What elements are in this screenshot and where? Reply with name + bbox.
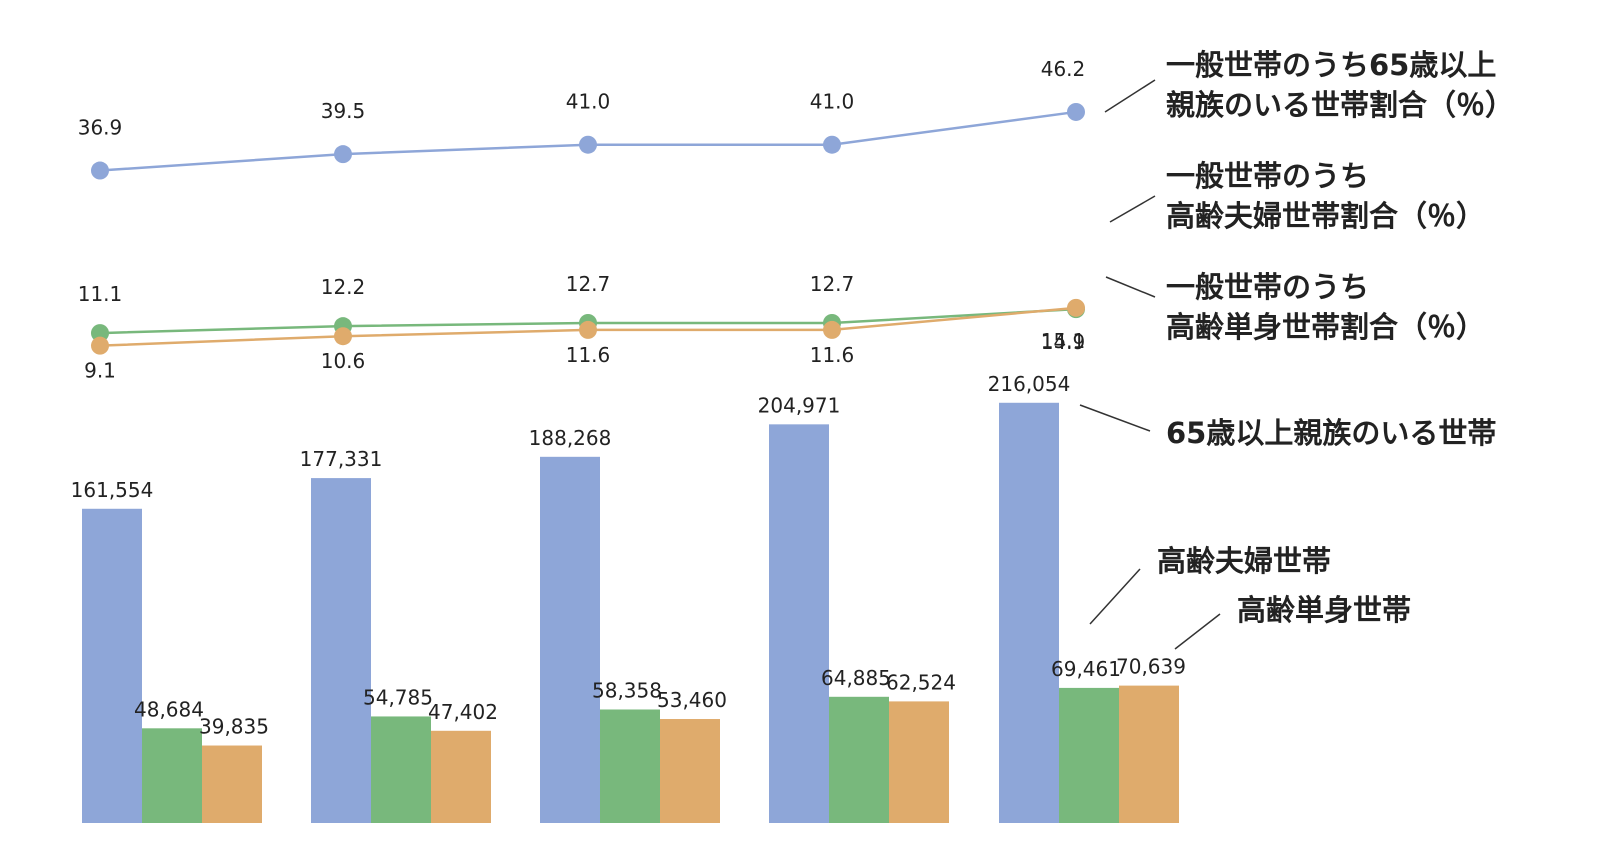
couple-household-bar	[142, 728, 202, 823]
single-household-legend-leader-line	[1174, 613, 1221, 650]
single-household-bar	[889, 701, 949, 823]
household-bar-chart: 161,554 177,331 188,268 204,971 216,054 48,68…	[71, 372, 1186, 823]
couple-ratio-value-label: 11.1	[78, 282, 123, 306]
couple-household-value-label: 58,358	[592, 678, 662, 702]
single-ratio-legend-leader-line	[1105, 276, 1156, 298]
elderly-ratio-value-label: 39.5	[321, 99, 366, 123]
elderly-household-legend-leader-line	[1079, 404, 1151, 432]
couple-ratio-value-label: 12.7	[566, 272, 611, 296]
couple-ratio-value-label: 12.2	[321, 275, 366, 299]
single-household-bar	[431, 730, 491, 823]
single-ratio-value-label: 10.6	[321, 349, 366, 373]
single-ratio-value-label: 9.1	[84, 359, 116, 383]
elderly-ratio-value-label: 36.9	[78, 116, 123, 140]
couple-ratio-value-label: 14.9	[1041, 330, 1086, 354]
elderly-ratio-point	[579, 135, 597, 154]
elderly-ratio-legend-line-text: 親族のいる世帯割合（％）	[1166, 88, 1514, 122]
single-ratio-value-label: 11.6	[810, 343, 855, 367]
elderly-ratio-legend: 一般世帯のうち65歳以上親族のいる世帯割合（％）	[1166, 48, 1514, 122]
single-household-bar	[202, 745, 262, 823]
single-ratio-point	[1067, 298, 1085, 317]
elderly-household-bar	[82, 508, 142, 823]
single-household-value-label: 39,835	[199, 715, 269, 739]
single-household-value-label: 53,460	[657, 688, 727, 712]
single-ratio-point	[579, 320, 597, 339]
elderly-household-bar	[311, 478, 371, 823]
single-ratio-value-label: 15.1	[1041, 329, 1086, 353]
single-ratio-point	[823, 320, 841, 339]
elderly-ratio-point	[823, 135, 841, 154]
elderly-household-value-label: 188,268	[529, 426, 612, 450]
elderly-ratio-point	[1067, 102, 1085, 121]
single-ratio-point	[334, 327, 352, 346]
elderly-household-legend: 65歳以上親族のいる世帯	[1166, 416, 1496, 450]
elderly-household-value-label: 161,554	[71, 478, 154, 502]
couple-household-value-label: 64,885	[821, 666, 891, 690]
elderly-ratio-legend-line-text: 一般世帯のうち65歳以上	[1166, 48, 1496, 82]
single-household-bar	[1119, 685, 1179, 823]
single-household-value-label: 70,639	[1116, 655, 1186, 679]
couple-ratio-value-label: 12.7	[810, 272, 855, 296]
elderly-household-bar	[999, 402, 1059, 823]
couple-household-legend-leader-line	[1089, 568, 1141, 625]
elderly-ratio-value-label: 41.0	[810, 90, 855, 114]
single-household-value-label: 62,524	[886, 670, 956, 694]
single-ratio-legend: 一般世帯のうち高齢単身世帯割合（％）	[1166, 270, 1485, 344]
elderly-ratio-value-label: 46.2	[1041, 57, 1086, 81]
couple-ratio-legend-line-text: 高齢夫婦世帯割合（％）	[1166, 199, 1485, 233]
elderly-household-bar	[540, 456, 600, 823]
elderly-household-value-label: 177,331	[300, 447, 383, 471]
couple-household-value-label: 69,461	[1051, 657, 1121, 681]
elderly-ratio-point	[91, 161, 109, 180]
single-household-legend-line-text: 高齢単身世帯	[1237, 593, 1411, 627]
couple-ratio-legend-leader-line	[1109, 195, 1156, 223]
couple-ratio-point	[91, 324, 109, 343]
elderly-ratio-value-label: 41.0	[566, 90, 611, 114]
single-ratio-legend-line-text: 高齢単身世帯割合（％）	[1166, 310, 1485, 344]
single-ratio-point	[91, 336, 109, 355]
series-labels: 一般世帯のうち65歳以上親族のいる世帯割合（％）一般世帯のうち高齢夫婦世帯割合（…	[1079, 48, 1514, 650]
ratio-line-chart: 36.9 39.5 41.0 41.0 46.2 11.1 12.2 12.7 12.7 14.9…	[78, 57, 1086, 383]
single-household-value-label: 47,402	[428, 700, 498, 724]
couple-household-legend: 高齢夫婦世帯	[1157, 544, 1331, 578]
elderly-household-value-label: 216,054	[988, 372, 1071, 396]
elderly-ratio-legend-leader-line	[1104, 79, 1156, 113]
couple-household-bar	[371, 716, 431, 823]
single-ratio-legend-line-text: 一般世帯のうち	[1166, 270, 1369, 304]
elderly-household-bar	[769, 424, 829, 823]
single-household-bar	[660, 719, 720, 823]
single-household-legend: 高齢単身世帯	[1237, 593, 1411, 627]
couple-household-bar	[600, 709, 660, 823]
couple-ratio-legend: 一般世帯のうち高齢夫婦世帯割合（％）	[1166, 159, 1485, 233]
couple-household-bar	[829, 696, 889, 823]
elderly-household-value-label: 204,971	[758, 393, 841, 417]
elderly-ratio-point	[334, 145, 352, 164]
single-ratio-value-label: 11.6	[566, 343, 611, 367]
couple-household-value-label: 48,684	[134, 697, 204, 721]
couple-household-bar	[1059, 687, 1119, 823]
couple-ratio-legend-line-text: 一般世帯のうち	[1166, 159, 1369, 193]
elderly-household-legend-line-text: 65歳以上親族のいる世帯	[1166, 416, 1496, 450]
couple-household-value-label: 54,785	[363, 685, 433, 709]
couple-household-legend-line-text: 高齢夫婦世帯	[1157, 544, 1331, 578]
